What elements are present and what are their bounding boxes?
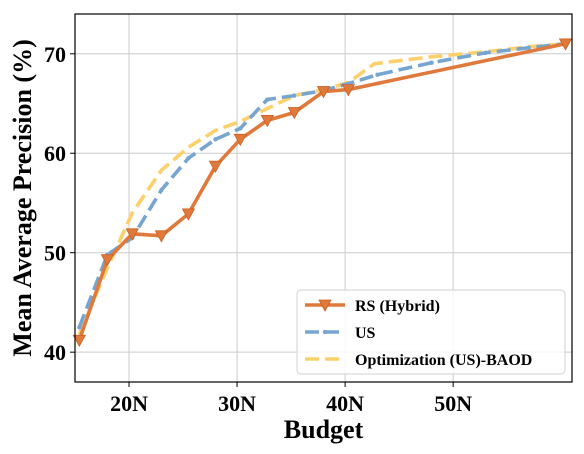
x-tick-label: 30N: [218, 391, 256, 416]
data-point: [238, 126, 243, 131]
legend-label: RS (Hybrid): [355, 298, 440, 315]
legend-label: US: [355, 325, 376, 342]
series-optimization-us-baod: [77, 42, 566, 335]
y-tick-label: 40: [44, 340, 66, 365]
data-point: [526, 45, 531, 51]
legend-label: Optimization (US)-BAOD: [355, 352, 532, 369]
x-tick-label: 50N: [434, 391, 472, 416]
y-tick-label: 50: [44, 241, 66, 266]
legend-marker: [322, 329, 328, 335]
x-tick-label: 20N: [110, 391, 148, 416]
data-point: [287, 107, 302, 120]
data-point: [483, 50, 488, 55]
data-point: [213, 137, 218, 142]
data-point: [72, 334, 86, 348]
legend-item: Optimization (US)-BAOD: [305, 352, 532, 369]
legend-item: RS (Hybrid): [305, 298, 440, 315]
data-point: [265, 97, 270, 102]
data-point: [292, 93, 297, 98]
data-point: [181, 208, 196, 221]
data-point: [100, 254, 115, 267]
plot-frame: [74, 13, 573, 383]
data-point: [159, 187, 164, 193]
series-line: [77, 42, 566, 335]
data-point: [154, 230, 169, 243]
tick-layer: 20N 30N 40N 50N 40 50 60 70: [44, 42, 472, 416]
y-tick-label: 60: [44, 141, 66, 166]
data-point: [77, 325, 82, 330]
data-point: [125, 228, 139, 241]
series-line: [77, 42, 566, 341]
legend: RS (Hybrid) US Optimization (US)-BAOD: [296, 289, 566, 375]
data-point: [341, 84, 356, 97]
series-line: [77, 42, 566, 328]
legend-box: [296, 289, 566, 375]
data-point: [260, 115, 274, 128]
data-point: [186, 156, 191, 161]
data-point: [233, 133, 247, 147]
data-point: [316, 86, 331, 99]
y-axis-title: Mean Average Precision (%): [8, 39, 37, 356]
data-point: [208, 160, 223, 174]
series-rs-hybrid: [72, 38, 573, 348]
data-point: [429, 60, 434, 65]
data-point: [558, 38, 573, 51]
series-layer: [72, 38, 573, 348]
x-tick-label: 40N: [326, 391, 364, 416]
x-axis-title: Budget: [284, 415, 364, 444]
data-point: [375, 72, 380, 77]
legend-marker: [318, 299, 332, 312]
y-tick-label: 70: [44, 42, 66, 67]
legend-item: US: [305, 325, 376, 342]
